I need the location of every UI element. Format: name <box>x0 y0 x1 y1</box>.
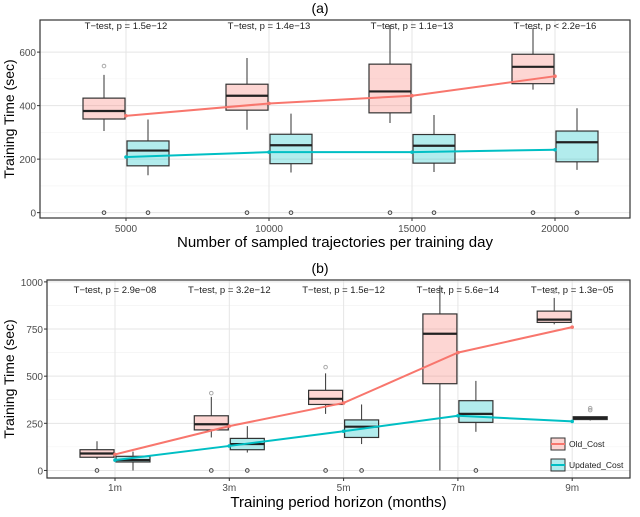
box-updated_cost <box>269 133 313 165</box>
t-test-annotation: T−test, p = 1.5e−12 <box>302 285 385 296</box>
mean-point <box>341 429 346 434</box>
t-test-annotation: T−test, p = 1.1e−13 <box>371 21 454 32</box>
outlier-point <box>551 289 557 294</box>
mean-point <box>570 419 574 424</box>
legend-label: Old_Cost <box>569 439 605 449</box>
y-tick-label: 750 <box>26 325 43 336</box>
x-axis-label: Number of sampled trajectories per train… <box>177 234 493 251</box>
t-test-annotation: T−test, p = 5.6e−14 <box>417 285 500 296</box>
x-tick-label: 1m <box>108 483 122 494</box>
outlier-point <box>574 210 580 215</box>
mean-point <box>113 452 117 457</box>
mean-point <box>570 325 574 329</box>
box-updated_cost <box>126 140 170 167</box>
legend-label: Updated_Cost <box>569 460 624 470</box>
y-tick-label: 0 <box>30 209 36 220</box>
y-tick-label: 500 <box>26 372 43 383</box>
box-old_cost <box>308 389 344 406</box>
outlier-point <box>431 210 437 215</box>
box-updated_cost <box>555 130 599 163</box>
mean-point <box>341 401 346 405</box>
x-axis-label: Training period horizon (months) <box>230 494 446 511</box>
x-tick-label: 3m <box>222 483 236 494</box>
mean-point <box>553 74 557 78</box>
outlier-point <box>244 210 250 215</box>
mean-point <box>124 155 128 159</box>
x-tick-label: 7m <box>451 483 465 494</box>
outlier-point <box>587 405 593 411</box>
t-test-annotation: T−test, p = 2.9e−08 <box>74 285 157 296</box>
box-old_cost <box>536 310 572 324</box>
panel-a: (a) 0 200 400 600 5000 T−test, p = 1.5e−12 1000… <box>1 0 631 251</box>
outlier-point <box>387 210 393 215</box>
outlier-point <box>587 407 593 413</box>
plot-background <box>47 280 630 478</box>
x-tick-label: 5000 <box>115 224 138 235</box>
mean-point <box>456 350 460 355</box>
outlier-point <box>473 468 479 473</box>
outlier-point <box>245 468 250 473</box>
y-tick-label: 600 <box>19 48 36 59</box>
mean-point <box>553 147 557 152</box>
panel-b: (b) 0 250 500 750 1000 1m T−test, p = 2.9e−08 3m… <box>1 260 631 511</box>
panel-title: (b) <box>311 260 328 276</box>
t-test-annotation: T−test, p = 3.2e−12 <box>188 285 271 296</box>
y-tick-label: 400 <box>19 102 36 113</box>
panel-title: (a) <box>311 0 328 16</box>
x-tick-label: 5m <box>337 483 351 494</box>
box-updated_cost <box>412 133 456 164</box>
y-tick-label: 1000 <box>21 278 44 289</box>
mean-point <box>227 444 232 448</box>
outlier-point <box>288 210 294 215</box>
box-old_cost <box>368 63 412 114</box>
mean-line-old_cost <box>125 75 556 117</box>
mean-point <box>227 424 232 428</box>
outlier-point <box>359 468 364 473</box>
mean-point <box>267 101 271 106</box>
outlier-point <box>101 63 107 69</box>
mean-point <box>113 458 117 462</box>
outlier-point <box>323 468 328 473</box>
box-old_cost <box>82 97 126 120</box>
plot-border <box>39 19 631 219</box>
outlier-point <box>209 468 214 473</box>
plot-border <box>46 279 631 479</box>
outlier-point <box>101 210 107 215</box>
mean-line-updated_cost <box>125 148 556 158</box>
plot-background <box>40 20 630 218</box>
y-axis-label: Training Time (sec) <box>1 319 17 438</box>
x-tick-label: 15000 <box>398 224 426 235</box>
t-test-annotation: T−test, p = 1.5e−12 <box>85 21 168 32</box>
box-old_cost <box>422 313 458 385</box>
mean-point <box>267 150 271 154</box>
outlier-point <box>145 210 151 215</box>
outlier-point <box>323 364 328 370</box>
mean-point <box>124 113 128 118</box>
outlier-point <box>530 210 536 215</box>
legend: Old_Cost Updated_Cost <box>550 437 624 472</box>
x-tick-label: 20000 <box>541 224 569 235</box>
y-tick-label: 250 <box>26 419 43 430</box>
t-test-annotation: T−test, p = 1.3e−05 <box>531 285 614 296</box>
t-test-annotation: T−test, p < 2.2e−16 <box>514 21 597 32</box>
box-updated_cost <box>458 400 494 423</box>
outlier-point <box>209 390 214 396</box>
mean-point <box>456 413 460 418</box>
outlier-point <box>94 468 100 473</box>
y-axis-label: Training Time (sec) <box>1 59 17 178</box>
y-tick-label: 0 <box>37 466 43 477</box>
mean-point <box>410 93 414 98</box>
x-tick-label: 9m <box>565 483 579 494</box>
mean-point <box>410 150 414 154</box>
x-tick-label: 10000 <box>255 224 283 235</box>
t-test-annotation: T−test, p = 1.4e−13 <box>228 21 311 32</box>
y-tick-label: 200 <box>19 155 36 166</box>
